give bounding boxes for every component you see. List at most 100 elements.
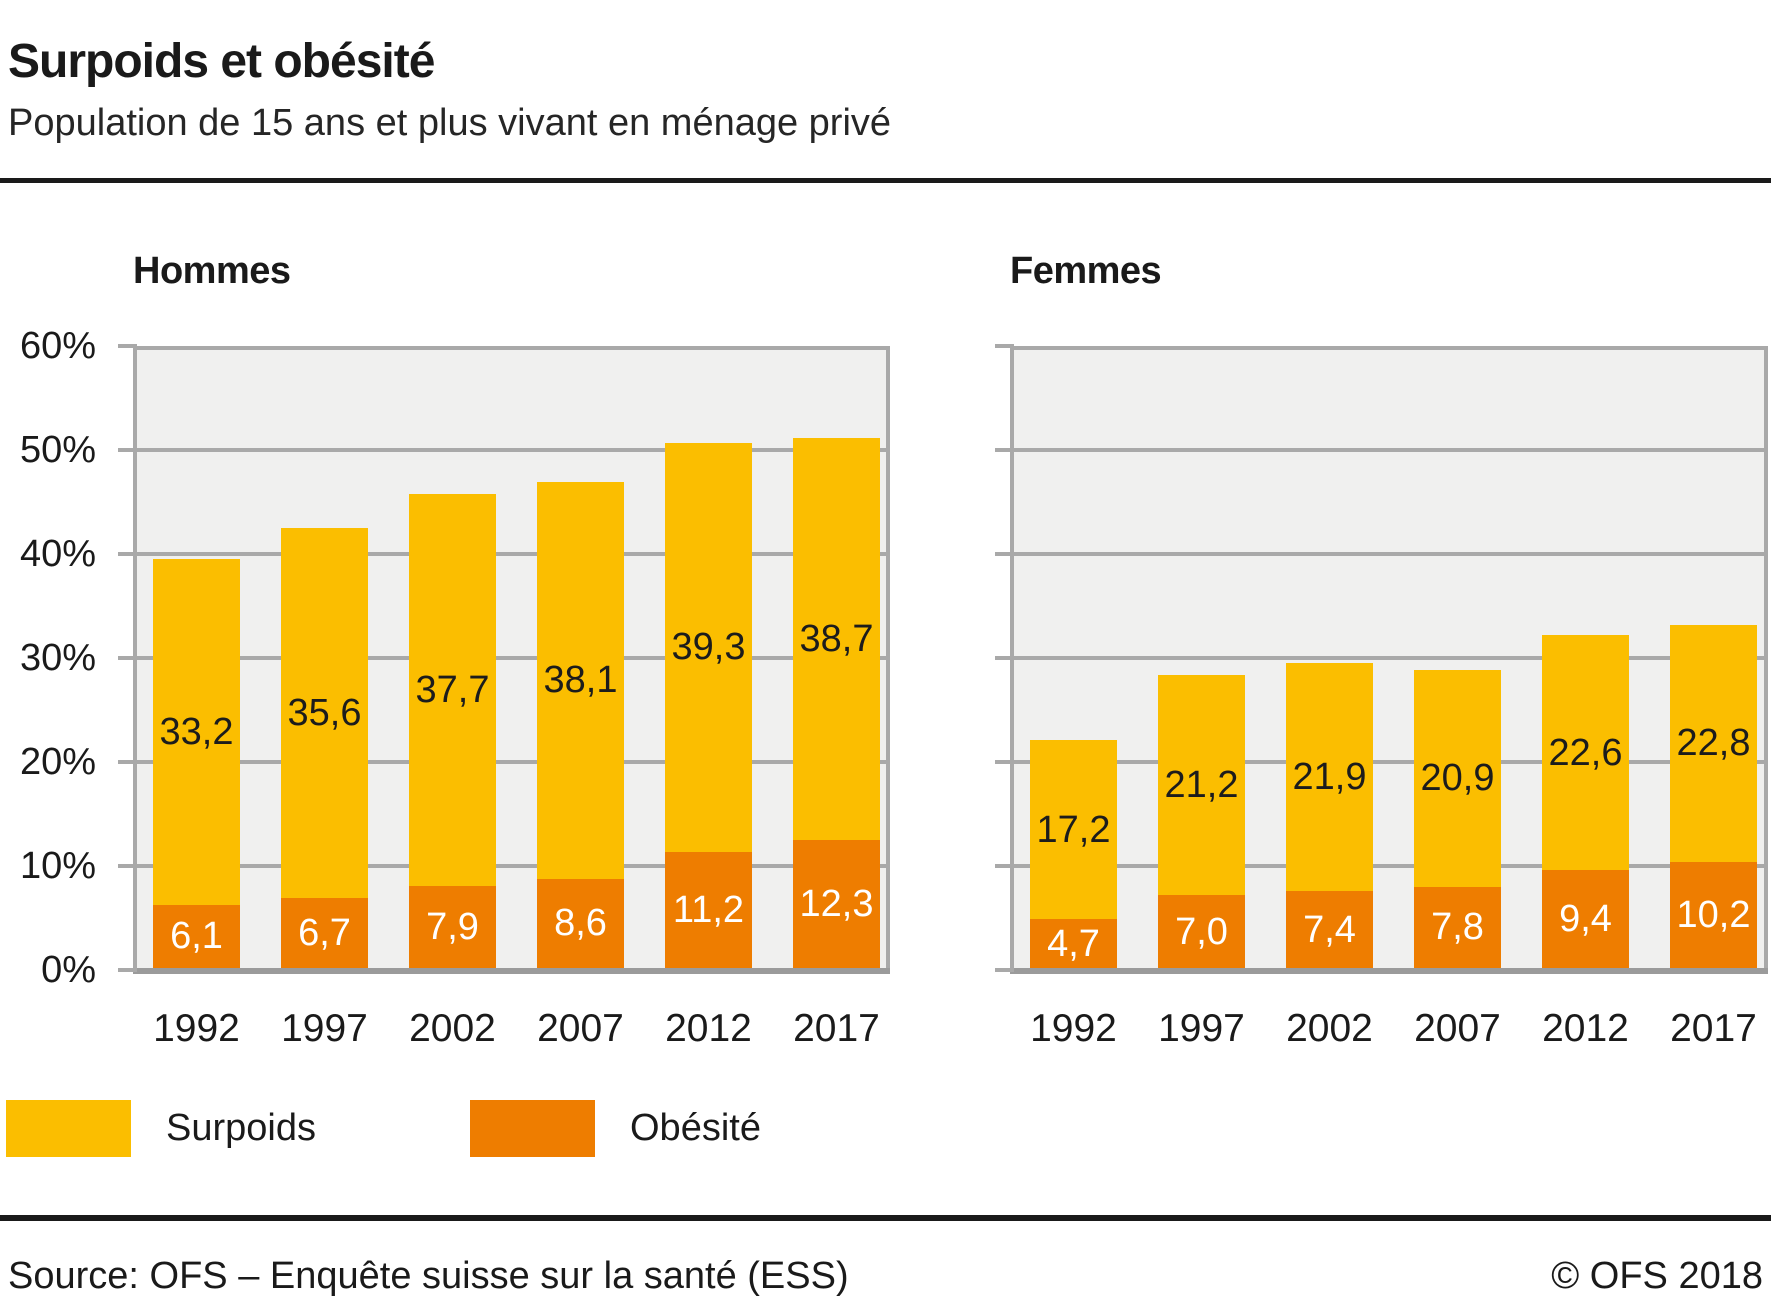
bar-label-obesite-hommes-2007: 8,6: [554, 902, 607, 945]
gridline-10pct-hommes: [133, 864, 890, 868]
bar-segment-surpoids-femmes-1992: [1030, 740, 1117, 920]
bar-segment-surpoids-femmes-2002: [1286, 663, 1373, 892]
y-axis-label-40pct: 40%: [19, 533, 96, 575]
x-axis-label-femmes-2002: 2002: [1286, 1007, 1373, 1050]
axis-tick-50pct-hommes: [118, 448, 137, 452]
bar-segment-obesite-hommes-1992: [153, 904, 240, 968]
y-axis-label-10pct: 10%: [19, 845, 96, 887]
page-subtitle: Population de 15 ans et plus vivant en m…: [8, 102, 892, 144]
bar-segment-surpoids-femmes-2007: [1414, 669, 1501, 887]
x-axis-label-femmes-2007: 2007: [1414, 1007, 1501, 1050]
x-axis-label-hommes-1992: 1992: [153, 1007, 240, 1050]
plot-border-right-hommes: [886, 346, 890, 970]
y-axis-label-30pct: 30%: [19, 637, 96, 679]
bar-label-obesite-femmes-2012: 9,4: [1559, 898, 1612, 941]
axis-tick-10pct-hommes: [118, 864, 137, 868]
bottom-divider: [0, 1215, 1771, 1221]
bar-label-surpoids-femmes-1997: 21,2: [1164, 763, 1239, 806]
bar-segment-surpoids-hommes-1992: [153, 559, 240, 905]
bar-label-surpoids-femmes-2007: 20,9: [1420, 757, 1495, 800]
x-axis-label-hommes-2017: 2017: [793, 1007, 880, 1050]
bar-label-obesite-hommes-2017: 12,3: [799, 883, 874, 926]
plot-border-top-hommes: [133, 346, 890, 350]
bar-label-obesite-hommes-1997: 6,7: [298, 912, 351, 955]
bar-segment-obesite-femmes-1992: [1030, 919, 1117, 968]
x-axis-label-femmes-1997: 1997: [1158, 1007, 1245, 1050]
bar-segment-obesite-hommes-2002: [409, 885, 496, 968]
gridline-20pct-hommes: [133, 760, 890, 764]
bar-label-surpoids-hommes-1992: 33,2: [159, 710, 234, 753]
x-axis-label-hommes-1997: 1997: [281, 1007, 368, 1050]
axis-tick-20pct-femmes: [995, 760, 1014, 764]
bar-label-obesite-femmes-2017: 10,2: [1676, 893, 1751, 936]
bar-segment-surpoids-femmes-1997: [1158, 674, 1245, 896]
bar-segment-surpoids-hommes-2007: [537, 482, 624, 879]
bar-label-obesite-femmes-1997: 7,0: [1175, 910, 1228, 953]
plot-area-femmes: 17,2 4,7 21,2 7,0 21,9 7,4 20,9 7,8 22,6 9,4 22,8 1…: [1010, 346, 1768, 974]
axis-tick-30pct-femmes: [995, 656, 1014, 660]
axis-tick-20pct-hommes: [118, 760, 137, 764]
axis-tick-10pct-femmes: [995, 864, 1014, 868]
gridline-30pct-femmes: [1010, 656, 1768, 660]
x-axis-label-hommes-2012: 2012: [665, 1007, 752, 1050]
legend-swatch-surpoids: [6, 1100, 131, 1157]
chart-title-hommes: Hommes: [133, 250, 291, 292]
gridline-50pct-femmes: [1010, 448, 1768, 452]
bar-segment-obesite-hommes-2017: [793, 840, 880, 968]
bar-segment-surpoids-hommes-2002: [409, 493, 496, 886]
footer: Source: OFS – Enquête suisse sur la sant…: [8, 1254, 1763, 1298]
bar-label-surpoids-femmes-2012: 22,6: [1548, 731, 1623, 774]
bar-segment-obesite-hommes-2012: [665, 851, 752, 968]
bar-label-obesite-femmes-2007: 7,8: [1431, 906, 1484, 949]
bar-segment-obesite-hommes-1997: [281, 898, 368, 968]
bar-label-obesite-hommes-2012: 11,2: [672, 888, 745, 931]
gridline-40pct-hommes: [133, 552, 890, 556]
bar-label-surpoids-hommes-2012: 39,3: [671, 626, 746, 669]
gridline-20pct-femmes: [1010, 760, 1768, 764]
bar-segment-surpoids-hommes-2017: [793, 437, 880, 841]
bar-label-surpoids-hommes-2007: 38,1: [543, 659, 618, 702]
axis-tick-60pct-hommes: [118, 344, 137, 348]
plot-border-top-femmes: [1010, 346, 1768, 350]
bar-segment-obesite-femmes-2007: [1414, 886, 1501, 968]
axis-tick-0pct-hommes: [118, 968, 137, 972]
x-axis-label-hommes-2002: 2002: [409, 1007, 496, 1050]
bar-segment-surpoids-femmes-2017: [1670, 624, 1757, 862]
bar-label-obesite-femmes-1992: 4,7: [1047, 922, 1100, 965]
axis-tick-50pct-femmes: [995, 448, 1014, 452]
page-title: Surpoids et obésité: [8, 35, 435, 89]
bar-segment-obesite-femmes-2012: [1542, 870, 1629, 968]
bar-label-obesite-hommes-1992: 6,1: [170, 915, 223, 958]
legend-label-surpoids: Surpoids: [166, 1107, 316, 1149]
axis-tick-40pct-femmes: [995, 552, 1014, 556]
bar-label-surpoids-hommes-2002: 37,7: [415, 668, 490, 711]
bar-segment-obesite-hommes-2007: [537, 878, 624, 968]
y-axis-label-0pct: 0%: [41, 949, 96, 991]
copyright-text: © OFS 2018: [1551, 1255, 1763, 1297]
chart-title-femmes: Femmes: [1010, 250, 1162, 292]
bar-segment-surpoids-femmes-2012: [1542, 635, 1629, 871]
y-axis-label-20pct: 20%: [19, 741, 96, 783]
plot-border-right-femmes: [1764, 346, 1768, 970]
gridline-10pct-femmes: [1010, 864, 1768, 868]
bar-label-obesite-femmes-2002: 7,4: [1303, 908, 1356, 951]
bar-label-surpoids-femmes-1992: 17,2: [1036, 808, 1111, 851]
bar-segment-obesite-femmes-2017: [1670, 861, 1757, 968]
bar-segment-surpoids-hommes-2012: [665, 442, 752, 852]
axis-tick-60pct-femmes: [995, 344, 1014, 348]
bar-label-obesite-hommes-2002: 7,9: [426, 905, 479, 948]
legend-swatch-obesite: [470, 1100, 595, 1157]
x-axis-label-femmes-1992: 1992: [1030, 1007, 1117, 1050]
bar-label-surpoids-hommes-1997: 35,6: [287, 692, 362, 735]
plot-area-hommes: 33,2 6,1 35,6 6,7 37,7 7,9 38,1 8,6 39,3 11,2 38,7…: [133, 346, 890, 974]
y-axis-label-60pct: 60%: [19, 325, 96, 367]
y-axis-label-50pct: 50%: [19, 429, 96, 471]
legend-label-obesite: Obésité: [630, 1107, 761, 1149]
axis-baseline-hommes: [133, 968, 890, 974]
x-axis-label-hommes-2007: 2007: [537, 1007, 624, 1050]
top-divider: [0, 178, 1771, 183]
gridline-30pct-hommes: [133, 656, 890, 660]
gridline-40pct-femmes: [1010, 552, 1768, 556]
axis-tick-40pct-hommes: [118, 552, 137, 556]
